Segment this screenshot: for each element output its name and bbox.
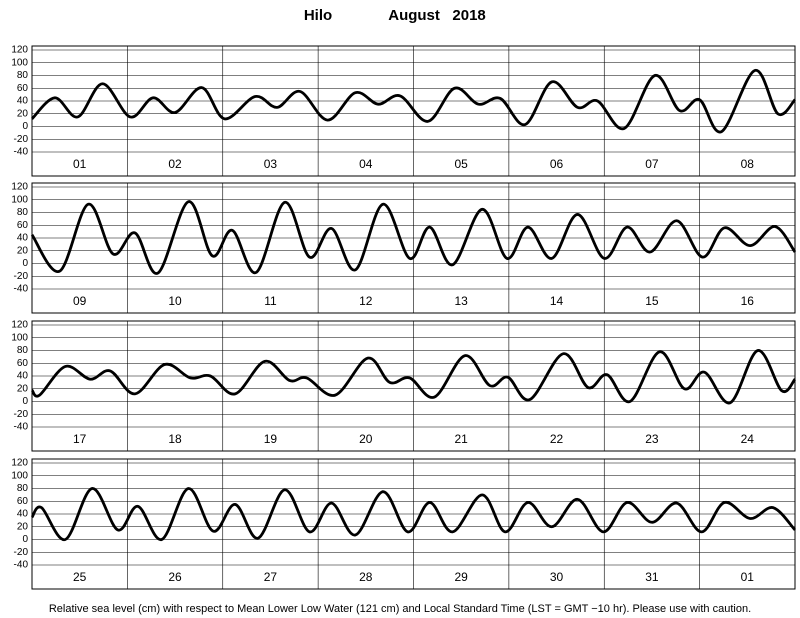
y-tick-label: 100 [11,470,28,481]
panel-frame [31,45,796,177]
y-tick-label: 80 [17,483,29,494]
day-label: 28 [359,570,373,584]
y-tick-label: 120 [11,182,28,193]
tide-line [30,200,797,275]
day-label: 29 [455,570,469,584]
day-label: 08 [741,157,755,171]
y-tick-label: 20 [17,521,29,532]
day-label: 21 [455,432,469,446]
day-label: 17 [73,432,87,446]
y-tick-label: 120 [11,320,28,331]
y-tick-label: 120 [11,458,28,469]
y-tick-label: -40 [14,560,29,571]
y-tick-label: -20 [14,409,29,420]
y-tick-label: 100 [11,332,28,343]
day-label: 30 [550,570,564,584]
y-tick-label: 100 [11,57,28,68]
y-tick-label: 0 [22,258,28,269]
y-tick-label: 80 [17,345,29,356]
day-label: 23 [645,432,659,446]
day-label: 18 [168,432,182,446]
day-label: 27 [264,570,278,584]
day-label: 31 [645,570,659,584]
y-tick-label: 40 [17,509,29,520]
day-label: 26 [168,570,182,584]
station-title: Hilo [304,7,332,24]
y-tick-label: 60 [17,358,29,369]
y-tick-label: 0 [22,396,28,407]
y-tick-label: 20 [17,383,29,394]
day-label: 07 [645,157,659,171]
tide-line [30,487,797,541]
day-label: 24 [741,432,755,446]
day-label: 11 [264,294,277,308]
day-label: 02 [168,157,182,171]
footer-note: Relative sea level (cm) with respect to … [49,603,751,615]
month-title: August 2018 [388,7,486,24]
y-tick-label: -20 [14,271,29,282]
day-label: 22 [550,432,564,446]
y-tick-label: 60 [17,496,29,507]
day-label: 05 [455,157,469,171]
y-tick-label: -40 [14,422,29,433]
day-label: 09 [73,294,87,308]
tide-line [30,69,797,134]
day-label: 19 [264,432,278,446]
y-tick-label: 20 [17,245,29,256]
day-label: 01 [741,570,755,584]
y-tick-label: 80 [17,70,29,81]
y-tick-label: 0 [22,121,28,132]
day-label: 14 [550,294,564,308]
y-tick-label: 120 [11,45,28,56]
y-tick-label: 20 [17,108,29,119]
y-tick-label: 80 [17,207,29,218]
day-label: 20 [359,432,373,446]
day-label: 25 [73,570,87,584]
day-label: 01 [73,157,87,171]
y-tick-label: 60 [17,83,29,94]
day-label: 13 [455,294,469,308]
y-tick-label: 100 [11,194,28,205]
panel-frame [31,458,796,590]
day-label: 15 [645,294,659,308]
day-label: 16 [741,294,755,308]
panel-frame [31,182,796,314]
y-tick-label: 40 [17,96,29,107]
y-tick-label: -20 [14,134,29,145]
y-tick-label: 0 [22,534,28,545]
day-label: 03 [264,157,278,171]
y-tick-label: -40 [14,147,29,158]
y-tick-label: 60 [17,220,29,231]
y-tick-label: -20 [14,547,29,558]
y-tick-label: 40 [17,233,29,244]
tide-line [30,349,797,405]
panel-frame [31,320,796,452]
day-label: 12 [359,294,373,308]
y-tick-label: -40 [14,284,29,295]
day-label: 10 [168,294,182,308]
day-label: 04 [359,157,373,171]
day-label: 06 [550,157,564,171]
y-tick-label: 40 [17,371,29,382]
